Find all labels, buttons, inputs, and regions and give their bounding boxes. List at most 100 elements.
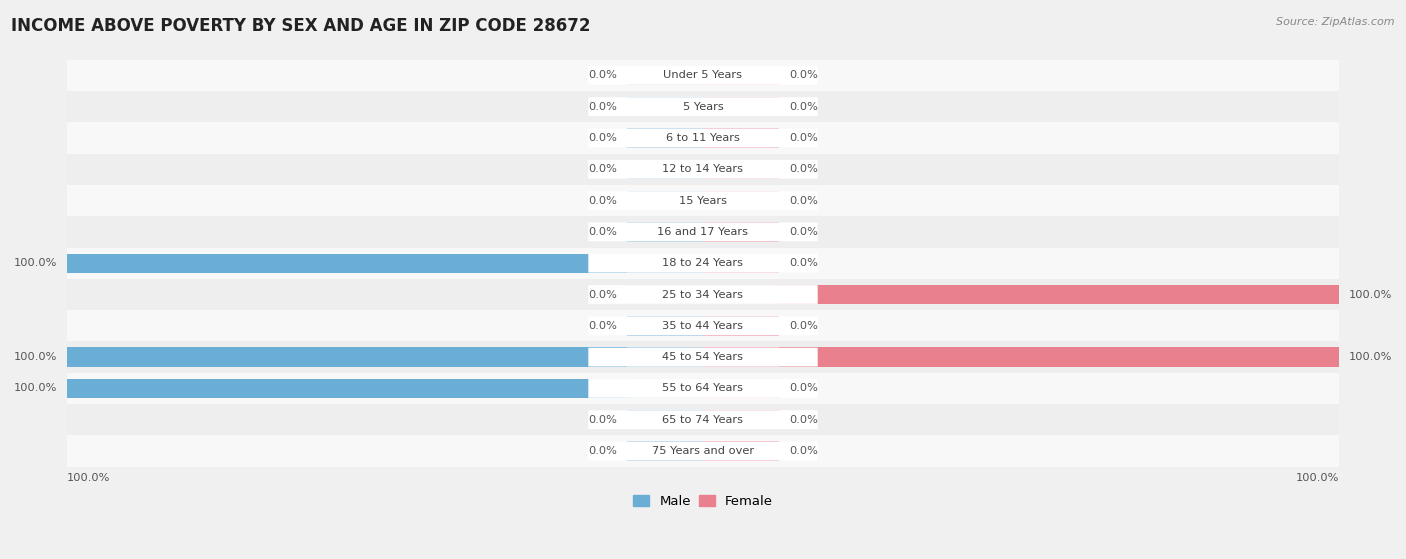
Text: 0.0%: 0.0% [588,227,617,237]
Bar [66,404,1340,435]
Bar [703,442,779,461]
Text: 100.0%: 100.0% [1348,352,1392,362]
Text: 45 to 54 Years: 45 to 54 Years [662,352,744,362]
Bar [703,65,779,85]
Bar [66,347,703,367]
Bar [66,60,1340,91]
Bar [703,97,779,116]
Text: 0.0%: 0.0% [789,196,818,206]
Text: 0.0%: 0.0% [789,383,818,394]
FancyBboxPatch shape [588,160,818,179]
Text: INCOME ABOVE POVERTY BY SEX AND AGE IN ZIP CODE 28672: INCOME ABOVE POVERTY BY SEX AND AGE IN Z… [11,17,591,35]
Text: Source: ZipAtlas.com: Source: ZipAtlas.com [1277,17,1395,27]
Text: 0.0%: 0.0% [789,70,818,80]
Text: 0.0%: 0.0% [588,196,617,206]
Text: 0.0%: 0.0% [588,321,617,331]
Bar [66,310,1340,342]
Text: 0.0%: 0.0% [789,102,818,112]
Bar [703,285,1340,304]
Bar [66,91,1340,122]
Bar [703,253,779,273]
Bar [703,316,779,335]
FancyBboxPatch shape [588,254,818,273]
FancyBboxPatch shape [588,129,818,148]
Bar [66,154,1340,185]
Text: 100.0%: 100.0% [14,258,58,268]
Bar [66,373,1340,404]
Bar [703,191,779,210]
Bar [66,279,1340,310]
Bar [627,128,703,148]
Text: 0.0%: 0.0% [789,258,818,268]
Text: 25 to 34 Years: 25 to 34 Years [662,290,744,300]
Bar [627,97,703,116]
Bar [627,442,703,461]
Bar [66,342,1340,373]
Text: 5 Years: 5 Years [683,102,723,112]
Bar [66,248,1340,279]
Bar [627,191,703,210]
Bar [66,379,703,398]
Text: 0.0%: 0.0% [588,102,617,112]
Bar [627,65,703,85]
Text: 0.0%: 0.0% [588,133,617,143]
Text: 0.0%: 0.0% [789,446,818,456]
Text: 35 to 44 Years: 35 to 44 Years [662,321,744,331]
Bar [627,347,703,367]
Bar [627,379,703,398]
Text: 18 to 24 Years: 18 to 24 Years [662,258,744,268]
FancyBboxPatch shape [588,97,818,116]
Bar [627,316,703,335]
Bar [627,253,703,273]
FancyBboxPatch shape [588,66,818,85]
Bar [627,410,703,429]
Text: 0.0%: 0.0% [789,227,818,237]
Text: 16 and 17 Years: 16 and 17 Years [658,227,748,237]
FancyBboxPatch shape [588,222,818,241]
Text: 75 Years and over: 75 Years and over [652,446,754,456]
FancyBboxPatch shape [588,442,818,461]
Text: 55 to 64 Years: 55 to 64 Years [662,383,744,394]
Text: 0.0%: 0.0% [588,290,617,300]
Text: 0.0%: 0.0% [789,415,818,425]
Bar [66,435,1340,467]
Text: 100.0%: 100.0% [14,352,58,362]
FancyBboxPatch shape [588,316,818,335]
Text: 0.0%: 0.0% [588,70,617,80]
Bar [703,285,779,304]
Text: 15 Years: 15 Years [679,196,727,206]
Text: 100.0%: 100.0% [66,473,110,482]
Text: 100.0%: 100.0% [1296,473,1340,482]
Text: 100.0%: 100.0% [1348,290,1392,300]
Text: 0.0%: 0.0% [789,321,818,331]
Text: 6 to 11 Years: 6 to 11 Years [666,133,740,143]
Text: 65 to 74 Years: 65 to 74 Years [662,415,744,425]
Text: 0.0%: 0.0% [789,164,818,174]
Bar [703,159,779,179]
Bar [627,159,703,179]
Bar [703,222,779,241]
Bar [703,128,779,148]
Bar [66,253,703,273]
Bar [66,122,1340,154]
FancyBboxPatch shape [588,379,818,398]
Text: 0.0%: 0.0% [588,164,617,174]
Text: 12 to 14 Years: 12 to 14 Years [662,164,744,174]
FancyBboxPatch shape [588,191,818,210]
Text: 0.0%: 0.0% [588,446,617,456]
FancyBboxPatch shape [588,285,818,304]
Bar [66,185,1340,216]
Bar [627,222,703,241]
Legend: Male, Female: Male, Female [627,490,779,513]
Text: Under 5 Years: Under 5 Years [664,70,742,80]
Bar [703,410,779,429]
FancyBboxPatch shape [588,348,818,367]
FancyBboxPatch shape [588,410,818,429]
Bar [703,347,1340,367]
Text: 100.0%: 100.0% [14,383,58,394]
Bar [627,285,703,304]
Text: 0.0%: 0.0% [789,133,818,143]
Bar [703,347,779,367]
Bar [66,216,1340,248]
Text: 0.0%: 0.0% [588,415,617,425]
